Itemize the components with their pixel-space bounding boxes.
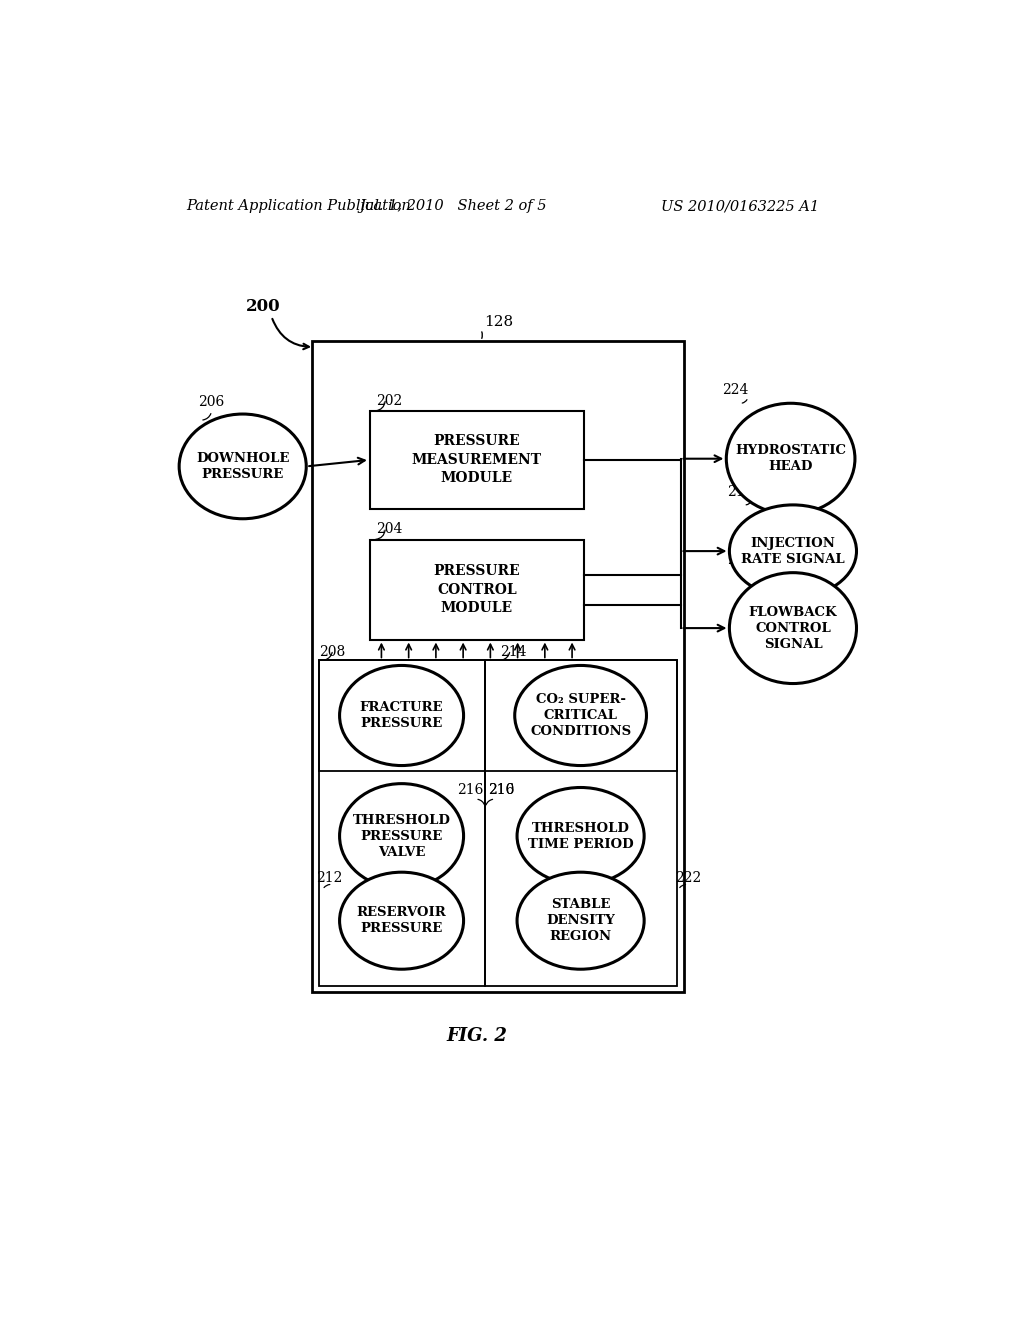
Ellipse shape (179, 414, 306, 519)
Text: PRESSURE
MEASUREMENT
MODULE: PRESSURE MEASUREMENT MODULE (412, 434, 542, 486)
Text: 202: 202 (376, 393, 402, 408)
Text: Jul. 1, 2010   Sheet 2 of 5: Jul. 1, 2010 Sheet 2 of 5 (359, 199, 547, 213)
Text: 128: 128 (484, 315, 514, 330)
Text: THRESHOLD
TIME PERIOD: THRESHOLD TIME PERIOD (527, 821, 634, 850)
Ellipse shape (340, 873, 464, 969)
Ellipse shape (340, 784, 464, 888)
Text: 206: 206 (198, 395, 224, 409)
Ellipse shape (726, 404, 855, 513)
Bar (318, 660, 484, 986)
Text: PRESSURE
CONTROL
MODULE: PRESSURE CONTROL MODULE (433, 564, 520, 615)
Text: 200: 200 (246, 298, 281, 314)
Ellipse shape (517, 873, 644, 969)
Text: DOWNHOLE
PRESSURE: DOWNHOLE PRESSURE (196, 451, 290, 480)
Text: CO₂ SUPER-
CRITICAL
CONDITIONS: CO₂ SUPER- CRITICAL CONDITIONS (530, 693, 631, 738)
Ellipse shape (340, 665, 464, 766)
Text: THRESHOLD
PRESSURE
VALVE: THRESHOLD PRESSURE VALVE (352, 813, 451, 858)
Text: 204: 204 (376, 523, 402, 536)
Bar (370, 540, 584, 640)
Text: US 2010/0163225 A1: US 2010/0163225 A1 (662, 199, 819, 213)
Bar (370, 411, 584, 508)
Text: 224: 224 (722, 383, 749, 397)
Text: 212: 212 (316, 870, 343, 884)
Text: 216: 216 (458, 784, 483, 797)
Ellipse shape (729, 573, 856, 684)
Bar (312, 341, 684, 991)
Bar (484, 660, 677, 986)
Text: FIG. 2: FIG. 2 (446, 1027, 507, 1045)
Ellipse shape (729, 506, 856, 598)
Text: Patent Application Publication: Patent Application Publication (186, 199, 411, 213)
Text: STABLE
DENSITY
REGION: STABLE DENSITY REGION (546, 898, 615, 944)
Text: 222: 222 (675, 870, 701, 884)
Text: HYDROSTATIC
HEAD: HYDROSTATIC HEAD (735, 445, 846, 473)
Text: INJECTION
RATE SIGNAL: INJECTION RATE SIGNAL (741, 537, 845, 565)
Bar (484, 660, 677, 771)
Text: FLOWBACK
CONTROL
SIGNAL: FLOWBACK CONTROL SIGNAL (749, 606, 838, 651)
Ellipse shape (517, 788, 644, 884)
Text: 218: 218 (727, 484, 754, 499)
Text: FRACTURE
PRESSURE: FRACTURE PRESSURE (359, 701, 443, 730)
Text: 208: 208 (318, 645, 345, 659)
Text: RESERVOIR
PRESSURE: RESERVOIR PRESSURE (356, 907, 446, 935)
Ellipse shape (515, 665, 646, 766)
Text: 210: 210 (487, 784, 514, 797)
Text: 216: 216 (487, 784, 514, 797)
Text: 220: 220 (727, 553, 754, 566)
Bar (318, 660, 484, 771)
Text: 214: 214 (500, 645, 526, 659)
